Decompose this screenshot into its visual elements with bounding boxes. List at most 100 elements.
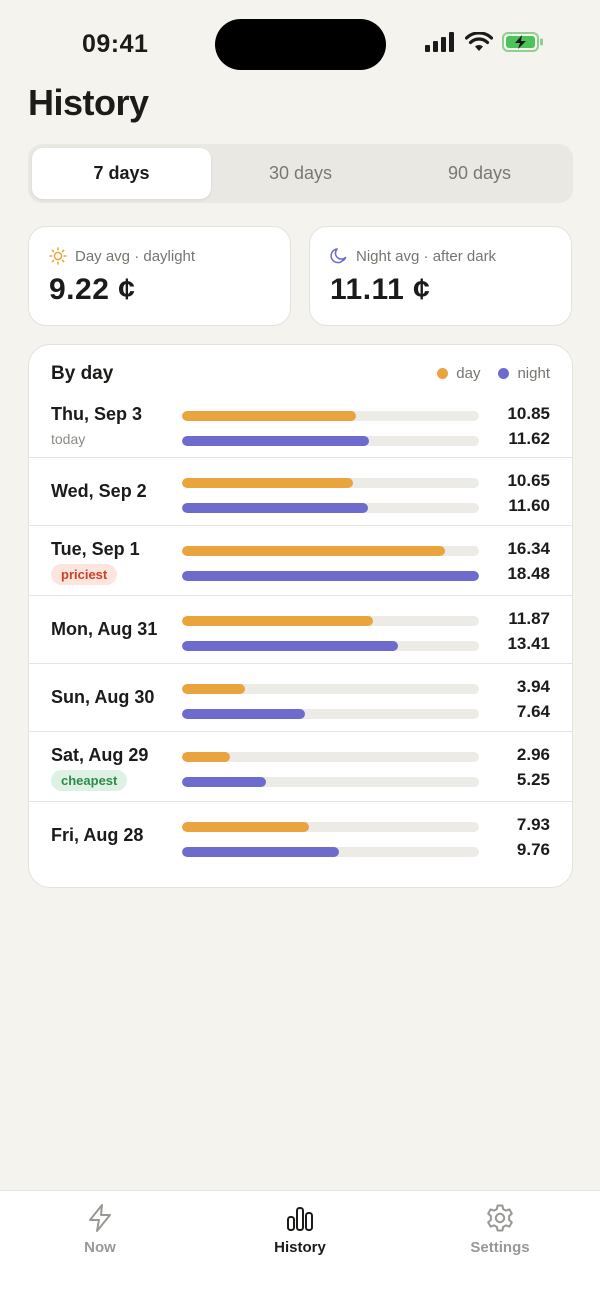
sun-icon	[49, 247, 67, 265]
bolt-icon	[89, 1204, 111, 1232]
day-bar-track	[182, 478, 479, 488]
day-value: 16.34	[507, 539, 550, 558]
tab-bar: Now History Settings	[0, 1190, 600, 1304]
night-value: 18.48	[507, 564, 550, 583]
tab-now[interactable]: Now	[40, 1203, 160, 1256]
night-bar-track	[182, 641, 479, 651]
day-value: 11.87	[508, 609, 550, 628]
legend-day: day	[437, 365, 480, 382]
cellular-signal-icon	[425, 32, 454, 52]
table-row[interactable]: Wed, Sep 2 10.65 11.60	[29, 458, 572, 526]
tab-history-label: History	[274, 1239, 326, 1256]
legend-night-label: night	[517, 365, 550, 382]
night-bar-track	[182, 777, 479, 787]
tab-settings[interactable]: Settings	[440, 1203, 560, 1256]
night-bar	[182, 503, 369, 513]
table-row[interactable]: Thu, Sep 3 today 10.85 11.62	[29, 391, 572, 458]
night-value: 9.76	[516, 840, 550, 859]
night-average-label-row: Night avg · after dark	[330, 247, 496, 265]
night-value: 7.64	[516, 702, 550, 721]
day-bar-track	[182, 546, 479, 556]
night-average-card: Night avg · after dark 11.11 ¢	[309, 226, 572, 326]
day-average-card: Day avg · daylight 9.22 ¢	[28, 226, 291, 326]
legend-night: night	[498, 365, 550, 382]
night-bar	[182, 436, 369, 446]
row-date: Fri, Aug 28	[51, 825, 144, 845]
day-bar-track	[182, 411, 479, 421]
row-date: Tue, Sep 1	[51, 539, 140, 559]
range-segmented-control: 7 days 30 days 90 days	[28, 144, 573, 203]
row-date: Sun, Aug 30	[51, 687, 155, 707]
night-bar-track	[182, 503, 479, 513]
night-bar-track	[182, 847, 479, 857]
night-bar-track	[182, 571, 479, 581]
by-day-card: By day day night Thu, Sep 3 today 10.85 11.…	[28, 344, 573, 888]
day-value: 7.93	[516, 815, 550, 834]
night-bar	[182, 709, 305, 719]
tab-settings-label: Settings	[470, 1239, 530, 1256]
table-row[interactable]: Fri, Aug 28 7.93 9.76	[29, 802, 572, 870]
day-rows: Thu, Sep 3 today 10.85 11.62 Wed, Sep 2 10.65…	[29, 391, 572, 870]
night-bar-track	[182, 436, 479, 446]
day-bar	[182, 684, 246, 694]
day-bar	[182, 616, 373, 626]
table-row[interactable]: Sat, Aug 29 cheapest 2.96 5.25	[29, 732, 572, 802]
day-average-label-row: Day avg · daylight	[49, 247, 195, 265]
wifi-icon	[465, 32, 493, 51]
night-bar-track	[182, 709, 479, 719]
day-average-value: 9.22 ¢	[49, 273, 136, 306]
table-row[interactable]: Mon, Aug 31 11.87 13.41	[29, 596, 572, 664]
table-row[interactable]: Sun, Aug 30 3.94 7.64	[29, 664, 572, 732]
battery-charging-icon	[502, 32, 543, 52]
night-bar	[182, 847, 339, 857]
row-date: Wed, Sep 2	[51, 481, 147, 501]
day-bar	[182, 411, 357, 421]
night-average-value: 11.11 ¢	[330, 273, 431, 306]
tab-history[interactable]: History	[240, 1203, 360, 1256]
legend: day night	[437, 365, 550, 382]
night-value: 5.25	[516, 770, 550, 789]
priciest-badge: priciest	[51, 564, 118, 585]
gear-icon	[487, 1204, 513, 1232]
status-bar: 09:41	[0, 0, 600, 88]
night-bar	[182, 777, 267, 787]
tab-now-label: Now	[84, 1239, 116, 1256]
tab-7-days[interactable]: 7 days	[32, 148, 211, 199]
row-date: Mon, Aug 31	[51, 619, 158, 639]
night-value: 11.60	[508, 496, 550, 515]
status-icons	[425, 32, 544, 52]
row-date: Sat, Aug 29	[51, 745, 149, 765]
tab-30-days[interactable]: 30 days	[268, 163, 333, 183]
legend-day-dot	[437, 368, 449, 379]
day-value: 10.65	[507, 471, 550, 490]
day-bar	[182, 546, 445, 556]
night-value: 13.41	[507, 634, 550, 653]
moon-icon	[330, 248, 347, 264]
table-row[interactable]: Tue, Sep 1 priciest 16.34 18.48	[29, 526, 572, 596]
legend-night-dot	[498, 368, 510, 379]
day-bar-track	[182, 822, 479, 832]
night-bar	[182, 641, 398, 651]
night-value: 11.62	[508, 429, 550, 448]
day-bar-track	[182, 684, 479, 694]
page-title: History	[28, 82, 149, 123]
day-bar-track	[182, 616, 479, 626]
day-value: 3.94	[516, 677, 550, 696]
day-bar	[182, 822, 310, 832]
by-day-title: By day	[51, 363, 114, 384]
day-value: 10.85	[507, 404, 550, 423]
dynamic-island	[215, 19, 386, 70]
night-bar	[182, 571, 479, 581]
cheapest-badge: cheapest	[51, 770, 128, 791]
day-bar-track	[182, 752, 479, 762]
day-bar	[182, 478, 354, 488]
day-value: 2.96	[516, 745, 550, 764]
legend-day-label: day	[456, 365, 481, 382]
row-subtitle: today	[51, 431, 86, 447]
row-date: Thu, Sep 3	[51, 404, 143, 424]
tab-90-days[interactable]: 90 days	[447, 163, 512, 183]
status-time: 09:41	[82, 30, 149, 58]
day-average-label: Day avg · daylight	[75, 247, 196, 265]
bar-chart-icon	[287, 1207, 313, 1231]
night-average-label: Night avg · after dark	[356, 247, 497, 265]
